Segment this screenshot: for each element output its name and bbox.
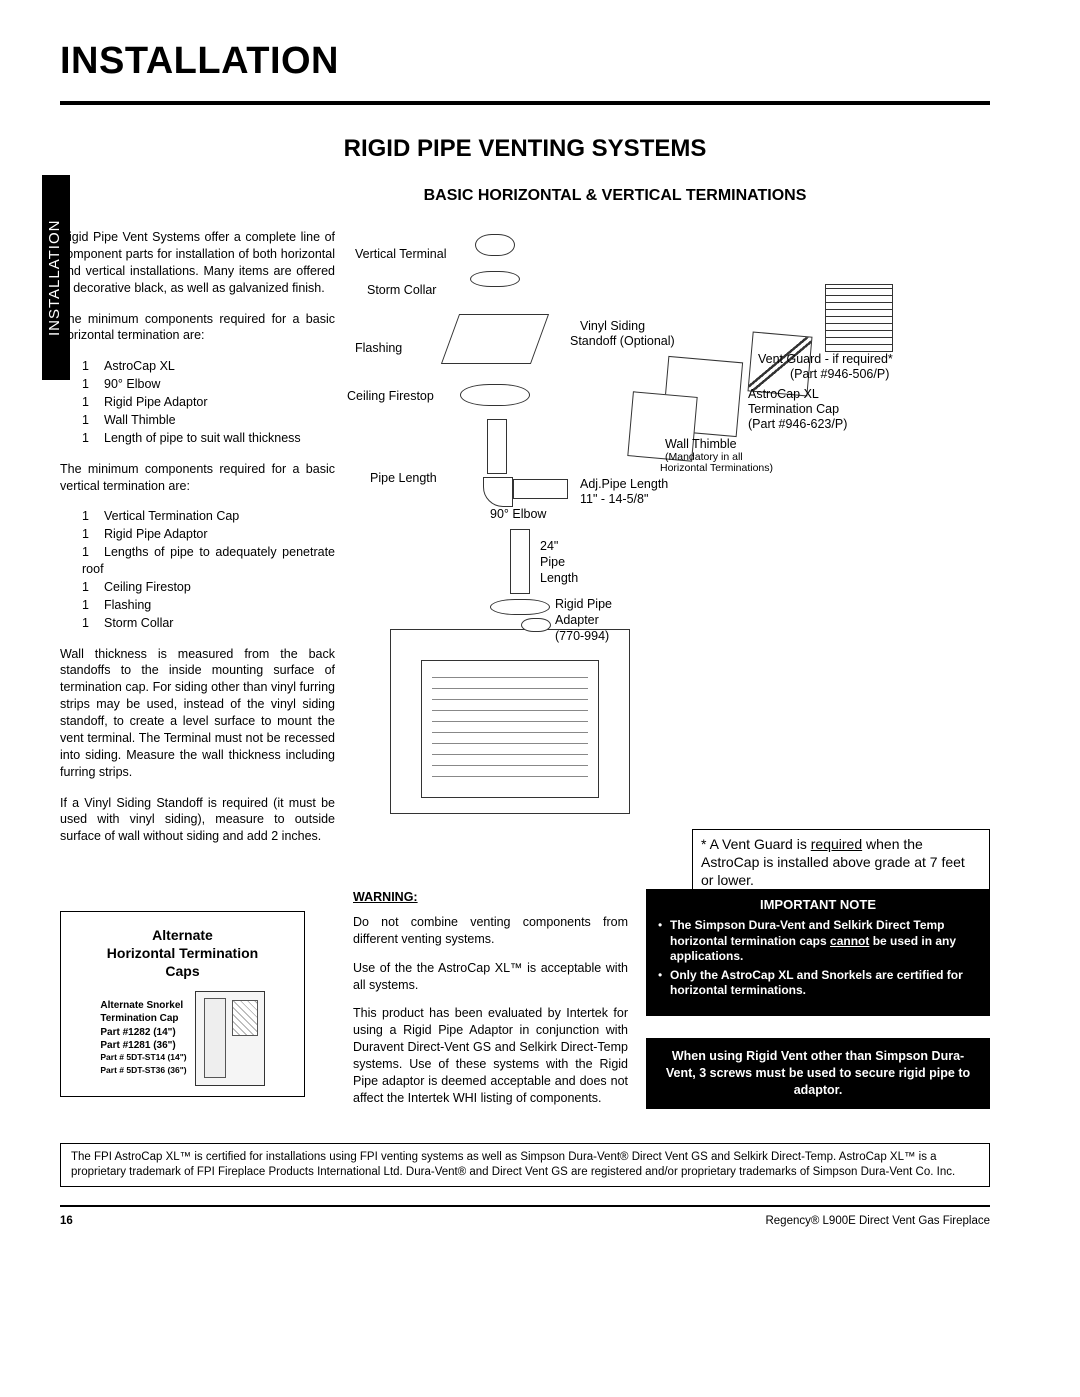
ceiling-firestop-shape [460,384,530,406]
component-item: 1Flashing [82,597,335,614]
intro-p1: Rigid Pipe Vent Systems offer a complete… [60,229,335,297]
right-column: Vertical Terminal Storm Collar Flashing … [355,229,990,869]
component-item: 1Wall Thimble [82,412,335,429]
important-item-2: Only the AstroCap XL and Snorkels are ce… [658,968,978,999]
component-item: 1Vertical Termination Cap [82,508,335,525]
lbl-adj-pipe-1: Adj.Pipe Length [580,477,668,491]
component-item: 1Storm Collar [82,615,335,632]
component-item: 1Rigid Pipe Adaptor [82,394,335,411]
warning-p1: Do not combine venting components from d… [353,914,628,948]
lbl-wall-thimble-sub2: Horizontal Terminations) [660,462,773,474]
lbl-adapter-1: Rigid Pipe [555,597,612,611]
vent-guard-note: * A Vent Guard is required when the Astr… [692,829,990,896]
lbl-adj-pipe-2: 11" - 14-5/8" [580,492,648,506]
lbl-vinyl-siding2: Standoff (Optional) [570,334,675,348]
vg-note-1: * A Vent Guard is [701,836,811,852]
vertical-terminal-shape [475,234,515,256]
important-title: IMPORTANT NOTE [658,897,978,912]
vinyl-para: If a Vinyl Siding Standoff is required (… [60,795,335,846]
rigid-vent-note: When using Rigid Vent other than Simpson… [646,1038,990,1109]
horizontal-component-list: 1AstroCap XL190° Elbow1Rigid Pipe Adapto… [82,358,335,446]
lbl-vertical-terminal: Vertical Terminal [355,247,446,261]
pipe1-shape [487,419,507,474]
section-title: RIGID PIPE VENTING SYSTEMS [60,135,990,163]
fireplace-unit [390,629,630,814]
lbl-vent-guard-1: Vent Guard - if required* [758,352,893,366]
component-item: 1Length of pipe to suit wall thickness [82,430,335,447]
alt-sub2: Termination Cap [100,1013,178,1024]
lbl-pipe24-3: Length [540,571,578,585]
vent-guard-shape [825,284,893,352]
elbow-shape [483,477,513,507]
adapter-base-shape [490,599,550,615]
important-item-1: The Simpson Dura-Vent and Selkirk Direct… [658,918,978,965]
alternate-caps-box: Alternate Horizontal Termination Caps Al… [60,911,305,1097]
main-title: INSTALLATION [60,40,990,83]
left-column: Rigid Pipe Vent Systems offer a complete… [60,229,335,869]
lbl-wall-thimble: Wall Thimble [665,437,737,451]
subsection-title: BASIC HORIZONTAL & VERTICAL TERMINATIONS [240,187,990,205]
component-item: 1Lengths of pipe to adequately penetrate… [82,544,335,578]
snorkel-icon [195,991,265,1086]
alt-sub1: Alternate Snorkel [100,1000,183,1011]
warning-column: WARNING: Do not combine venting componen… [353,889,628,1119]
warning-p3: This product has been evaluated by Inter… [353,1005,628,1106]
component-item: 1Rigid Pipe Adaptor [82,526,335,543]
certification-footer: The FPI AstroCap XL™ is certified for in… [60,1143,990,1187]
pipe24-shape [510,529,530,594]
page-number: 16 [60,1215,73,1227]
lbl-pipe24-2: Pipe [540,555,565,569]
component-item: 1AstroCap XL [82,358,335,375]
lbl-astrocap-2: Termination Cap [748,402,839,416]
flashing-shape [441,314,549,364]
alt-sub6: Part # 5DT-ST36 (36") [100,1065,186,1075]
warning-p2: Use of the the AstroCap XL™ is acceptabl… [353,960,628,994]
lbl-elbow: 90° Elbow [490,507,546,521]
alt-title-l2: Horizontal Termination [107,945,258,961]
footer-rule [60,1205,990,1207]
alt-sub5: Part # 5DT-ST14 (14") [100,1052,186,1062]
important-column: IMPORTANT NOTE The Simpson Dura-Vent and… [646,889,990,1119]
adj-pipe-shape [513,479,568,499]
sidebar-tab: INSTALLATION [42,175,70,380]
component-item: 190° Elbow [82,376,335,393]
lbl-flashing: Flashing [355,341,402,355]
vg-note-req: required [811,836,862,852]
lbl-pipe-length: Pipe Length [370,471,437,485]
alt-sub4: Part #1281 (36") [100,1040,175,1051]
lbl-adapter-3: (770-994) [555,629,609,643]
wall-para: Wall thickness is measured from the back… [60,646,335,781]
lbl-vinyl-siding: Vinyl Siding [580,319,645,333]
diagram: Vertical Terminal Storm Collar Flashing … [355,229,990,869]
title-rule [60,101,990,105]
lbl-ceiling-firestop: Ceiling Firestop [347,389,434,403]
intro-p3: The minimum components required for a ba… [60,461,335,495]
storm-collar-shape [470,271,520,287]
lbl-pipe24-1: 24" [540,539,558,553]
alt-title-l1: Alternate [152,927,213,943]
lbl-astrocap-3: (Part #946-623/P) [748,417,847,431]
lbl-storm-collar: Storm Collar [367,283,436,297]
component-item: 1Ceiling Firestop [82,579,335,596]
lbl-vent-guard-2: (Part #946-506/P) [790,367,889,381]
alt-sub3: Part #1282 (14") [100,1027,175,1038]
product-footer: Regency® L900E Direct Vent Gas Fireplace [765,1215,990,1227]
alt-title-l3: Caps [165,963,199,979]
intro-p2: The minimum components required for a ba… [60,311,335,345]
lbl-adapter-2: Adapter [555,613,599,627]
lbl-astrocap-1: AstroCap XL [748,387,819,401]
important-note-box: IMPORTANT NOTE The Simpson Dura-Vent and… [646,889,990,1016]
vertical-component-list: 1Vertical Termination Cap1Rigid Pipe Ada… [82,508,335,631]
warning-title: WARNING: [353,889,628,906]
